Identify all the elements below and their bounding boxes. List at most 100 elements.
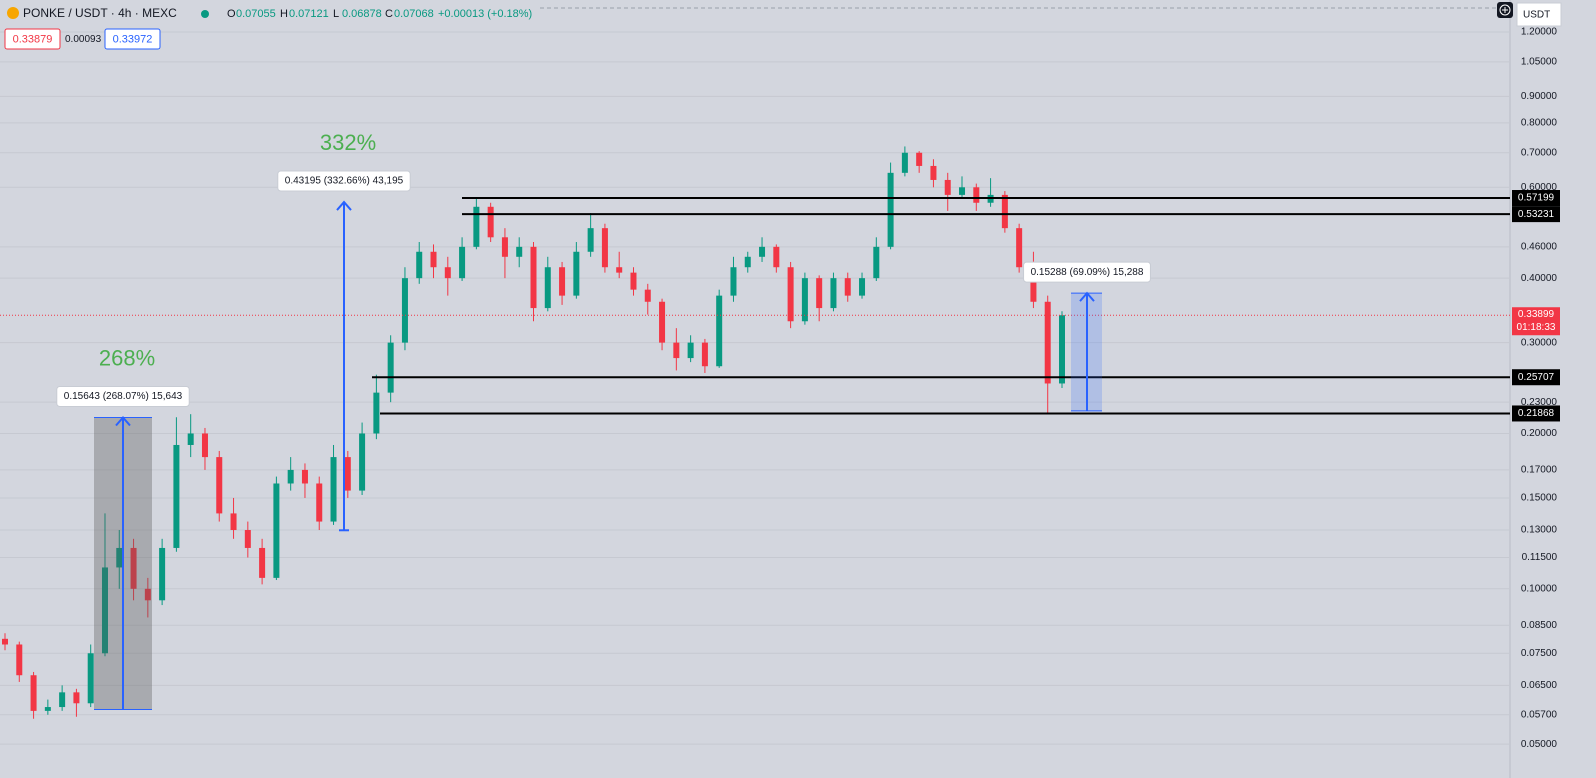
- symbol-icon: [7, 7, 19, 19]
- candle-body: [373, 392, 380, 434]
- candle-body: [730, 267, 737, 296]
- symbol: PONKE / USDT · 4h · MEXC: [23, 6, 177, 20]
- y-tick-label: 0.11500: [1522, 552, 1558, 563]
- y-tick-label: 0.06500: [1521, 680, 1558, 691]
- y-tick-label: 1.05000: [1521, 57, 1558, 68]
- candle-body: [844, 278, 851, 296]
- candle-body: [944, 179, 951, 195]
- candle-body: [516, 246, 523, 257]
- candle-body: [344, 457, 351, 491]
- candle-body: [473, 206, 480, 247]
- candle-body: [787, 267, 794, 322]
- legend-value: 0.07068: [394, 8, 434, 20]
- arrow-head: [1079, 291, 1095, 302]
- candle-body: [501, 237, 508, 257]
- candle-body: [444, 267, 451, 279]
- candle-body: [916, 152, 923, 166]
- buy-price[interactable]: 0.33972: [113, 33, 153, 45]
- candle-body: [901, 152, 908, 173]
- candle-body: [644, 289, 651, 302]
- candle-body: [59, 692, 66, 708]
- y-tick-label: 0.20000: [1521, 428, 1558, 439]
- level-tag: [1512, 190, 1560, 207]
- legend-key: O: [227, 8, 236, 20]
- candle-body: [873, 246, 880, 279]
- candle-body: [459, 246, 466, 279]
- candle-body: [130, 547, 137, 589]
- candle-body: [244, 530, 251, 548]
- y-tick-label: 0.90000: [1521, 91, 1558, 102]
- candle-body: [87, 653, 94, 704]
- candle-body: [959, 187, 966, 195]
- plot: 0.15643 (268.07%) 15,643 268% 0.43195 (332…: [0, 130, 1510, 719]
- currency[interactable]: USDT: [1523, 10, 1550, 21]
- candle-body: [544, 267, 551, 309]
- y-tick-label: 0.40000: [1521, 273, 1558, 284]
- candle-body: [287, 469, 294, 484]
- candle-body: [259, 547, 266, 578]
- y-tick-label: 0.80000: [1521, 117, 1558, 128]
- candle-body: [73, 692, 80, 704]
- candle-body: [316, 483, 323, 522]
- y-tick-label: 0.10000: [1521, 583, 1558, 594]
- candle-body: [559, 267, 566, 296]
- sell-box[interactable]: [4, 28, 61, 50]
- buy-box[interactable]: [104, 28, 161, 50]
- candle-body: [2, 638, 8, 645]
- candle-body: [101, 567, 108, 654]
- measure-percent: 268%: [99, 345, 155, 370]
- y-tick-label: 0.07500: [1521, 648, 1558, 659]
- legend-value: 0.07055: [236, 8, 276, 20]
- grid: [0, 31, 1510, 745]
- candle-body: [1030, 267, 1037, 302]
- candle-body: [973, 187, 980, 203]
- level-label: 0.57199: [1518, 193, 1555, 204]
- measure-percent: 332%: [320, 130, 376, 155]
- measure-label: 0.15643 (268.07%) 15,643: [64, 391, 183, 402]
- legend-value: 0.06878: [342, 8, 382, 20]
- candle-body: [659, 301, 666, 343]
- candle-body: [159, 547, 166, 601]
- candle-body: [216, 457, 223, 514]
- candle-body: [187, 433, 194, 445]
- candle-body: [716, 295, 723, 367]
- measure-label-box: [56, 386, 190, 408]
- legend-value: 0.07121: [289, 8, 329, 20]
- level-tag: [1512, 206, 1560, 223]
- candle-body: [44, 707, 51, 711]
- measure-label-box: [1023, 261, 1151, 283]
- y-tick-label: 0.46000: [1521, 241, 1558, 252]
- candle-body: [201, 433, 208, 458]
- last-price-label: 0.33899: [1518, 309, 1555, 320]
- candle-body: [487, 206, 494, 238]
- y-tick-label: 0.08500: [1521, 620, 1558, 631]
- legend-key: L: [333, 8, 339, 20]
- arrow-head: [336, 200, 352, 211]
- sell-price[interactable]: 0.33879: [13, 33, 53, 45]
- candle-body: [573, 251, 580, 296]
- legend-key: C: [385, 8, 393, 20]
- level-label: 0.21868: [1518, 408, 1555, 419]
- price-axis: 1.20000 1.05000 0.90000 0.80000 0.70000 0.600…: [1512, 27, 1560, 750]
- change: +0.00013 (+0.18%): [438, 8, 532, 20]
- candle-body: [673, 342, 680, 359]
- last-price-tag: [1512, 307, 1560, 336]
- y-tick-label: 0.15000: [1521, 493, 1558, 504]
- candle-body: [701, 342, 708, 367]
- measure-label: 0.15288 (69.09%) 15,288: [1031, 267, 1144, 278]
- candle-body: [230, 513, 237, 531]
- level-tag: [1512, 405, 1560, 422]
- measure-label: 0.43195 (332.66%) 43,195: [285, 176, 404, 187]
- measure-label-box: [277, 170, 411, 192]
- candle-body: [859, 278, 866, 296]
- candle-body: [173, 444, 180, 548]
- currency-box[interactable]: [1516, 2, 1562, 27]
- level-tag: [1512, 369, 1560, 386]
- candle-body: [330, 457, 337, 522]
- status-dot: [201, 10, 209, 18]
- candle-body: [1059, 315, 1065, 384]
- candle-body: [1016, 228, 1023, 268]
- level-label: 0.25707: [1518, 372, 1555, 383]
